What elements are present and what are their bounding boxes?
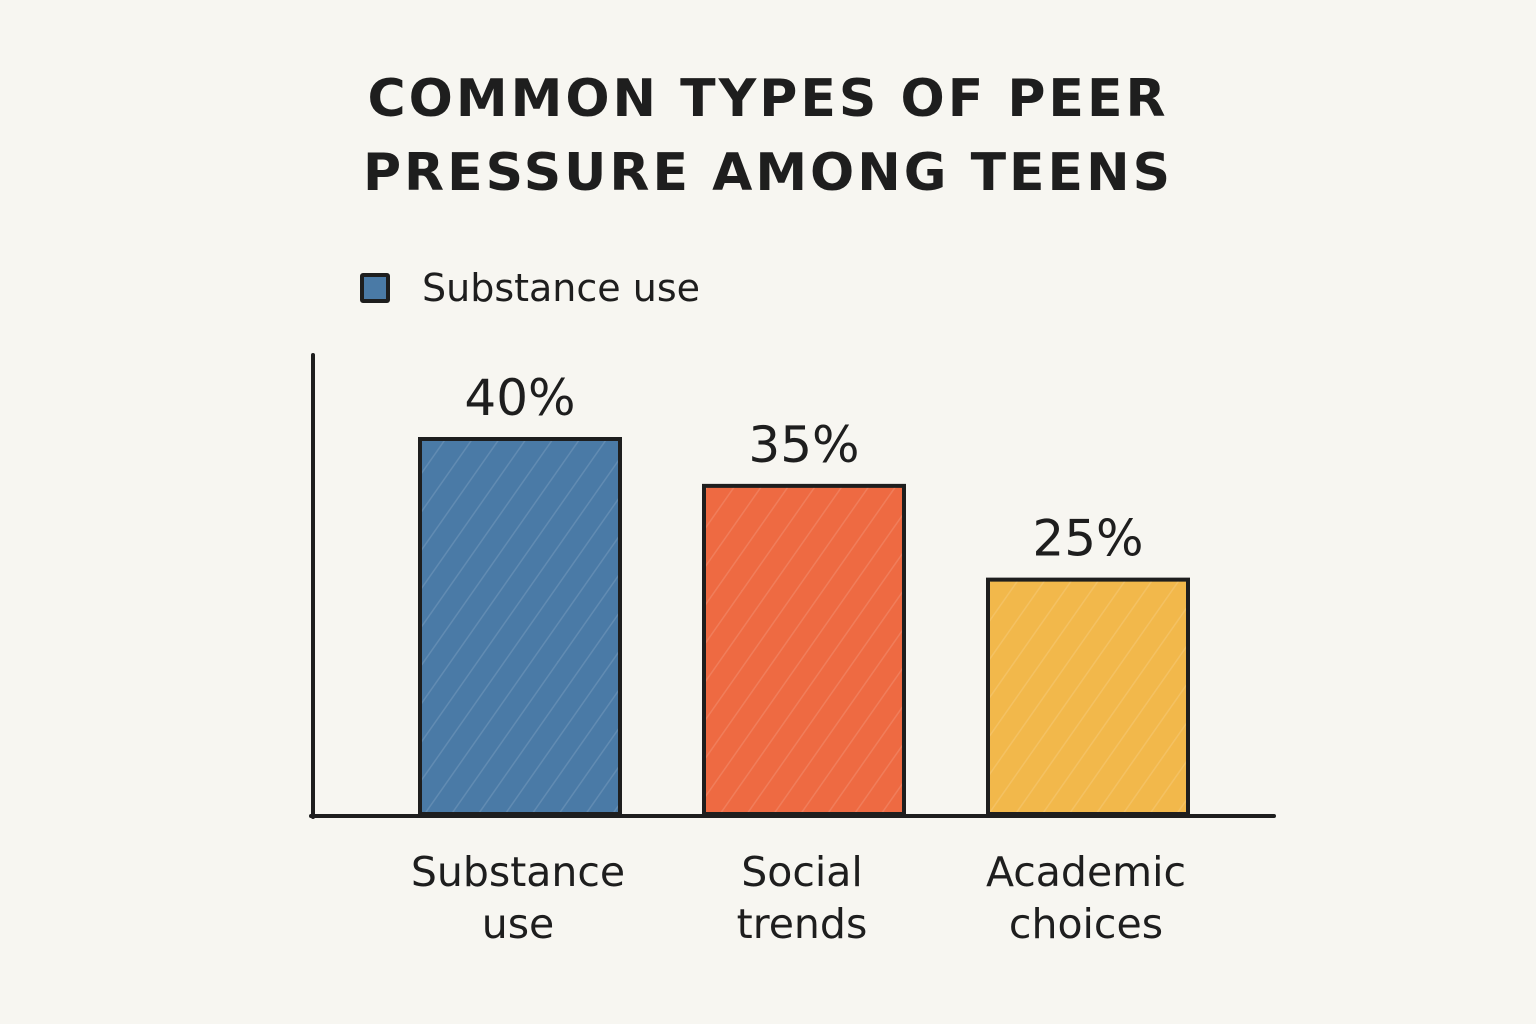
chart-title: COMMON TYPES OF PEER PRESSURE AMONG TEEN… [0,62,1536,210]
bar-texture-social-trends [706,487,902,812]
bar-texture-substance-use [422,441,618,812]
category-label-academic-choices-line-2: choices [1009,900,1163,948]
bars [418,437,1190,816]
category-label-social-trends-line-2: trends [737,900,868,948]
legend: Substance use [360,266,700,310]
axes [309,353,1276,819]
legend-label: Substance use [422,266,701,310]
chart-title-line-2: PRESSURE AMONG TEENS [362,143,1174,203]
category-label-social-trends-line-1: Social [741,848,863,896]
category-label-substance-use-line-2: use [482,900,555,948]
category-label-substance-use-line-1: Substance [411,848,625,896]
legend-swatch-substance-use [360,273,390,303]
bar-texture-academic-choices [990,581,1186,812]
category-label-academic-choices-line-1: Academic [986,848,1186,896]
value-label-social-trends: 35% [748,416,859,474]
chart-title-line-1: COMMON TYPES OF PEER [367,69,1169,129]
value-label-academic-choices: 25% [1032,510,1143,568]
value-label-substance-use: 40% [464,369,575,427]
